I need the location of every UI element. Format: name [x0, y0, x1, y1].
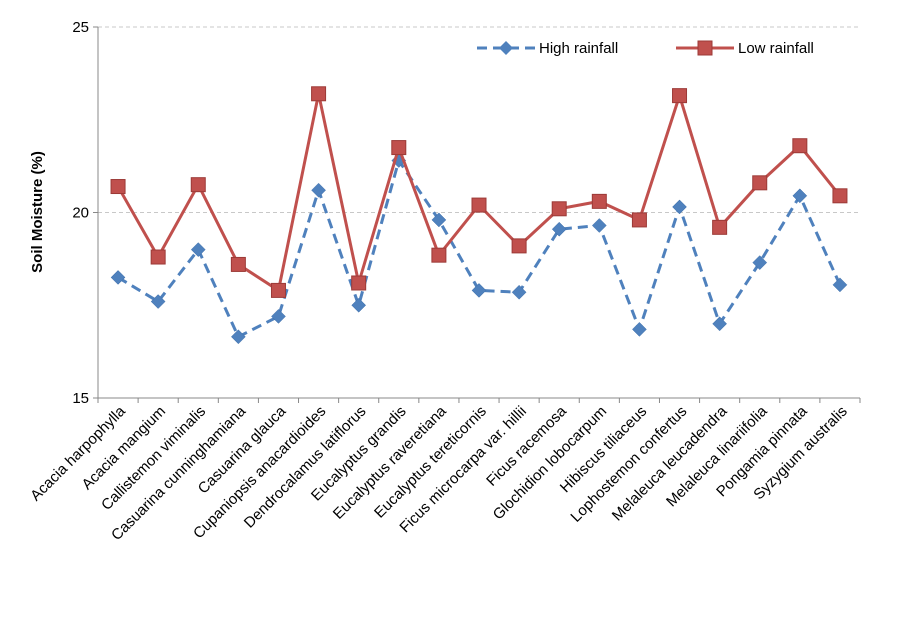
data-point-low-rainfall	[351, 275, 367, 291]
y-tick-label: 20	[72, 205, 89, 222]
data-point-high-rainfall	[591, 218, 607, 233]
data-point-high-rainfall	[471, 283, 487, 298]
y-axis-label: Soil Moisture (%)	[29, 151, 46, 273]
legend-marker-high-rainfall	[499, 41, 513, 55]
data-point-high-rainfall	[271, 309, 286, 324]
data-point-high-rainfall	[150, 294, 166, 309]
data-point-high-rainfall	[551, 221, 567, 237]
data-point-high-rainfall	[712, 316, 727, 332]
data-point-high-rainfall	[190, 242, 206, 257]
data-point-high-rainfall	[672, 199, 687, 215]
data-point-high-rainfall	[511, 284, 527, 300]
data-point-low-rainfall	[752, 175, 768, 191]
series-line-low-rainfall	[116, 90, 842, 293]
legend-label-high-rainfall: High rainfall	[539, 40, 618, 57]
series-line-high-rainfall	[117, 157, 842, 339]
data-point-high-rainfall	[792, 188, 808, 204]
legend-label-low-rainfall: Low rainfall	[738, 40, 814, 57]
data-point-low-rainfall	[631, 212, 647, 228]
data-point-low-rainfall	[270, 282, 286, 298]
data-point-high-rainfall	[351, 297, 367, 313]
y-tick-label: 25	[72, 19, 89, 36]
data-point-high-rainfall	[110, 270, 126, 285]
data-point-high-rainfall	[632, 322, 647, 337]
legend-marker-low-rainfall	[697, 40, 713, 56]
series-group	[110, 86, 848, 345]
data-point-low-rainfall	[471, 197, 487, 213]
data-point-high-rainfall	[311, 182, 326, 198]
data-point-low-rainfall	[792, 138, 808, 154]
y-tick-label: 15	[72, 390, 89, 407]
data-point-low-rainfall	[230, 256, 246, 272]
data-point-high-rainfall	[231, 329, 246, 345]
data-point-low-rainfall	[672, 88, 688, 104]
data-point-high-rainfall	[752, 255, 768, 270]
data-point-low-rainfall	[511, 238, 527, 254]
data-point-low-rainfall	[190, 177, 206, 193]
data-point-low-rainfall	[311, 86, 327, 102]
data-point-low-rainfall	[110, 179, 126, 195]
data-point-high-rainfall	[832, 277, 848, 293]
data-point-low-rainfall	[391, 140, 407, 156]
data-point-low-rainfall	[431, 247, 447, 263]
y-tick-labels: 15 20 25	[72, 19, 89, 407]
data-point-low-rainfall	[551, 201, 567, 217]
data-point-low-rainfall	[832, 188, 848, 204]
data-point-low-rainfall	[712, 219, 728, 235]
axes	[93, 26, 861, 403]
legend: High rainfall Low rainfall	[477, 40, 814, 57]
data-point-high-rainfall	[431, 212, 447, 228]
data-point-low-rainfall	[591, 193, 607, 209]
data-point-low-rainfall	[150, 249, 166, 265]
